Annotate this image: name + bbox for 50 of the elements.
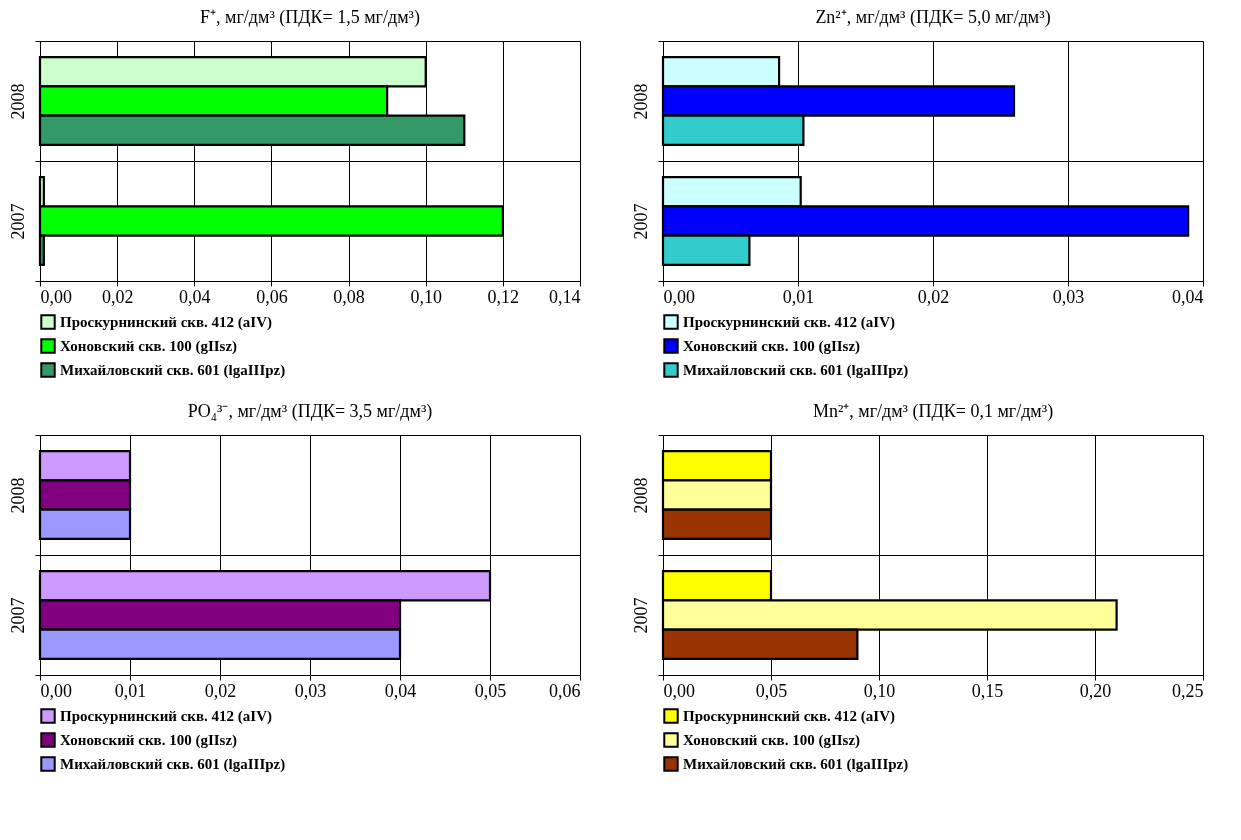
x-tick-label: 0,05 [755, 680, 788, 701]
legend-label: Михайловский скв. 601 (lgaIIIpz) [683, 756, 909, 773]
x-tick-label: 0,10 [863, 680, 896, 701]
legend-label: Михайловский скв. 601 (lgaIIIpz) [60, 756, 286, 773]
x-tick-label: 0,02 [917, 286, 950, 307]
chart-title: PO₄³⁻, мг/дм³ (ПДК= 3,5 мг/дм³) [187, 400, 433, 422]
legend-label: Михайловский скв. 601 (lgaIIIpz) [60, 362, 286, 379]
chart-title: Zn²⁺, мг/дм³ (ПДК= 5,0 мг/дм³) [815, 6, 1051, 28]
x-tick-label: 0,03 [1052, 286, 1085, 307]
legend-label: Хоновский скв. 100 (gIIsz) [60, 732, 238, 749]
x-tick-label: 0,06 [549, 680, 581, 701]
y-tick-label: 2007 [7, 597, 28, 634]
x-tick-label: 0,01 [114, 680, 147, 701]
y-tick-label: 2007 [7, 203, 28, 240]
x-tick-label: 0,25 [1172, 680, 1204, 701]
y-tick-label: 2008 [630, 83, 651, 120]
x-tick-label: 0,08 [333, 286, 365, 307]
legend-label: Хоновский скв. 100 (gIIsz) [683, 338, 861, 355]
legend-label: Проскурнинский скв. 412 (aIV) [60, 708, 273, 725]
x-tick-label: 0,20 [1079, 680, 1112, 701]
x-tick-label: 0,00 [40, 680, 72, 701]
chart-title: Mn²⁺, мг/дм³ (ПДК= 0,1 мг/дм³) [812, 400, 1054, 422]
y-tick-label: 2007 [630, 203, 651, 240]
x-tick-label: 0,00 [663, 286, 695, 307]
x-tick-label: 0,15 [971, 680, 1004, 701]
chart-title: F⁺, мг/дм³ (ПДК= 1,5 мг/дм³) [200, 6, 420, 28]
legend-label: Хоновский скв. 100 (gIIsz) [683, 732, 861, 749]
legend-label: Проскурнинский скв. 412 (aIV) [683, 708, 896, 725]
legend-label: Михайловский скв. 601 (lgaIIIpz) [683, 362, 909, 379]
x-tick-label: 0,05 [474, 680, 507, 701]
x-tick-label: 0,02 [204, 680, 237, 701]
x-tick-label: 0,01 [782, 286, 815, 307]
y-tick-label: 2008 [7, 477, 28, 514]
x-tick-label: 0,10 [410, 286, 442, 307]
x-tick-label: 0,12 [487, 286, 520, 307]
legend-label: Проскурнинский скв. 412 (aIV) [60, 314, 273, 331]
y-tick-label: 2008 [630, 477, 651, 514]
x-tick-label: 0,04 [179, 286, 211, 307]
x-tick-label: 0,00 [663, 680, 695, 701]
legend-label: Хоновский скв. 100 (gIIsz) [60, 338, 238, 355]
x-tick-label: 0,03 [294, 680, 327, 701]
x-tick-label: 0,06 [256, 286, 288, 307]
y-tick-label: 2007 [630, 597, 651, 634]
x-tick-label: 0,04 [384, 680, 417, 701]
x-tick-label: 0,02 [101, 286, 134, 307]
legend-label: Проскурнинский скв. 412 (aIV) [683, 314, 896, 331]
y-tick-label: 2008 [7, 83, 28, 120]
x-tick-label: 0,00 [40, 286, 72, 307]
x-tick-label: 0,14 [549, 286, 581, 307]
x-tick-label: 0,04 [1172, 286, 1204, 307]
